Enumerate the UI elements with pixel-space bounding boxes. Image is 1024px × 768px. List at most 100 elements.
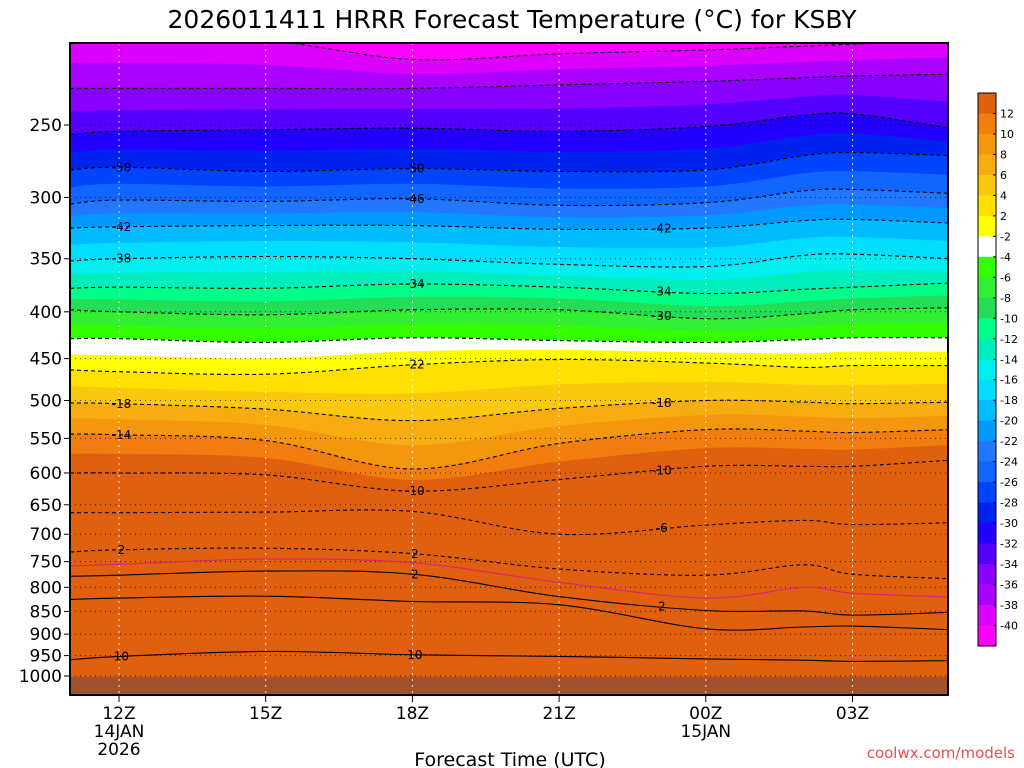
- colorbar-swatch: [978, 133, 996, 155]
- y-tick-label: 700: [30, 525, 62, 545]
- isotherm-line: [70, 399, 948, 422]
- colorbar-swatch: [978, 482, 996, 504]
- y-tick-label: 500: [30, 392, 62, 412]
- grid-lines: [70, 43, 948, 695]
- colorbar-swatch: [978, 236, 996, 258]
- y-tick-label: 850: [30, 602, 62, 622]
- colorbar-label: -10: [1000, 312, 1018, 325]
- colorbar-swatch: [978, 256, 996, 278]
- colorbar-swatch: [978, 461, 996, 483]
- isotherm-line: [70, 428, 948, 470]
- isotherm-line: [70, 73, 948, 90]
- isotherm-label: -46: [405, 192, 425, 206]
- y-tick-label: 600: [30, 464, 62, 484]
- colorbar-swatch: [978, 359, 996, 381]
- y-tick-label: 900: [30, 625, 62, 645]
- isotherm-label: 10: [407, 648, 422, 662]
- colorbar-swatch: [978, 379, 996, 401]
- x-tick-label: 21Z: [542, 704, 575, 724]
- colorbar-label: -16: [1000, 374, 1018, 387]
- colorbar-swatch: [978, 400, 996, 422]
- colorbar-label: -26: [1000, 476, 1018, 489]
- y-tick-label: 650: [30, 496, 62, 516]
- isotherm-contours: -62-50 -50-46-42-42-38-34-34-30-22-18-18-…: [70, 29, 948, 663]
- isotherm-line: [70, 650, 948, 662]
- isotherm-label: -50: [405, 162, 425, 176]
- colorbar-label: 6: [1000, 169, 1007, 182]
- colorbar-label: -24: [1000, 456, 1018, 469]
- credit-text: coolwx.com/models: [867, 744, 1015, 762]
- isotherm-line: [286, 43, 896, 61]
- colorbar-label: -22: [1000, 435, 1018, 448]
- colorbar-swatch: [978, 564, 996, 585]
- pressure-axis: 250 300 350 400 450 500 550 600 650 700 750 800 850 9…: [19, 116, 70, 687]
- isotherm-line: [70, 547, 948, 580]
- isotherm-label: -6: [656, 521, 668, 535]
- x-tick-label: 15Z: [249, 704, 282, 724]
- colorbar-label: 8: [1000, 148, 1007, 161]
- isotherm-line: [70, 570, 948, 616]
- colorbar-label: -8: [1000, 292, 1011, 305]
- colorbar-label: 12: [1000, 107, 1014, 120]
- temperature-bands: [70, 43, 948, 695]
- isotherm-label: 2: [411, 547, 419, 561]
- colorbar-label: -34: [1000, 558, 1018, 571]
- isotherm-label: -14: [112, 428, 132, 442]
- colorbar-swatch: [978, 584, 996, 606]
- colorbar-swatch: [978, 93, 996, 114]
- colorbar-label: -12: [1000, 333, 1018, 346]
- y-tick-label: 350: [30, 250, 62, 270]
- isotherm-label: -30: [652, 309, 672, 323]
- colorbar-swatch: [978, 420, 996, 442]
- y-tick-label: 250: [30, 116, 62, 136]
- y-tick-label: 750: [30, 553, 62, 573]
- colorbar-label: -38: [1000, 599, 1018, 612]
- isotherm-label: -22: [405, 358, 425, 372]
- isotherm-label: -34: [405, 277, 425, 291]
- isotherm-line: [70, 188, 948, 207]
- colorbar-swatch: [978, 113, 996, 135]
- y-tick-label: 950: [30, 647, 62, 667]
- colorbar-label: -36: [1000, 579, 1018, 592]
- isotherm-line: [70, 112, 948, 135]
- colorbar-label: -28: [1000, 497, 1018, 510]
- colorbar-label: -6: [1000, 271, 1011, 284]
- y-tick-label: 300: [30, 188, 62, 208]
- colorbar-swatch: [978, 277, 996, 299]
- isotherm-label: -18: [652, 396, 672, 410]
- colorbar-swatch: [978, 625, 996, 647]
- isotherm-line: [70, 358, 948, 376]
- y-tick-label: 400: [30, 303, 62, 323]
- isotherm-label: -62: [112, 29, 132, 43]
- isotherm-label: 10: [114, 649, 129, 663]
- colorbar-label: -20: [1000, 415, 1018, 428]
- isotherm-line: [70, 459, 948, 492]
- colorbar-swatch: [978, 338, 996, 360]
- isotherm-label: -34: [652, 285, 672, 299]
- isotherm-label: 2: [411, 568, 419, 582]
- colorbar-swatch: [978, 502, 996, 524]
- x-tick-label: 03Z: [836, 704, 869, 724]
- isotherm-line: [70, 218, 948, 231]
- isotherm-label: 2: [118, 543, 126, 557]
- colorbar-swatch: [978, 318, 996, 340]
- chart-title: 2026011411 HRRR Forecast Temperature (°C…: [168, 5, 858, 34]
- colorbar-label: -4: [1000, 251, 1011, 264]
- y-tick-label: 450: [30, 350, 62, 370]
- colorbar-label: -14: [1000, 353, 1018, 366]
- isotherm-label: -18: [112, 397, 132, 411]
- y-tick-label: 800: [30, 578, 62, 598]
- x-tick-date: 15JAN: [680, 722, 731, 742]
- x-tick-label: 00Z: [689, 704, 722, 724]
- isotherm-label: -10: [405, 484, 425, 498]
- isotherm-line: [70, 282, 948, 295]
- colorbar-label: 4: [1000, 189, 1007, 202]
- colorbar-label: -40: [1000, 620, 1018, 633]
- colorbar-swatch: [978, 195, 996, 217]
- colorbar: 12 10 8 6 4 2 -2 -4 -6 -8 -10 -12 -14 -16 -18 -20 -22 -24…: [977, 92, 1018, 647]
- isotherm-label: -38: [112, 252, 132, 266]
- y-tick-label: 550: [30, 429, 62, 449]
- colorbar-swatch: [978, 543, 996, 565]
- isotherm-line: [70, 337, 948, 343]
